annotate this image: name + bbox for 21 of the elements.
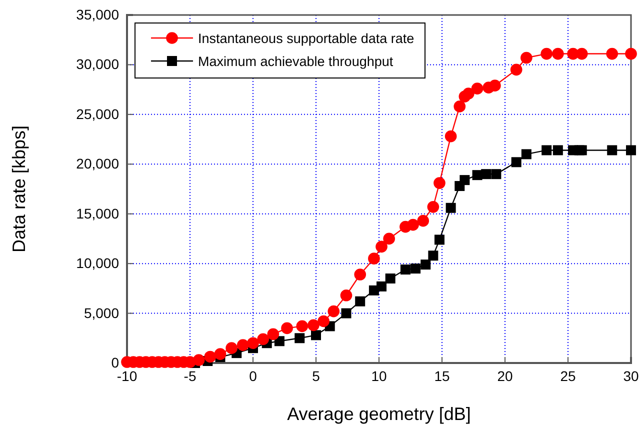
x-tick-label: -5 <box>184 368 196 384</box>
y-tick-label: 15,000 <box>76 205 120 222</box>
y-tick-label: 5,000 <box>84 304 120 321</box>
legend-label: Instantaneous supportable data rate <box>198 31 414 46</box>
x-tick-label: 5 <box>312 368 320 384</box>
x-axis-title: Average geometry [dB] <box>287 404 471 424</box>
y-tick-label: 30,000 <box>76 56 120 72</box>
x-tick-label: 30 <box>623 368 639 384</box>
y-axis-title: Data rate [kbps] <box>9 125 29 253</box>
y-tick-label: 20,000 <box>76 156 120 172</box>
x-tick-label: 10 <box>371 368 387 384</box>
y-tick-label: 0 <box>111 354 120 370</box>
x-tick-label: 25 <box>560 368 576 384</box>
x-tick-label: 15 <box>434 368 450 384</box>
x-tick-label: 20 <box>497 368 513 384</box>
y-tick-label: 35,000 <box>76 6 120 22</box>
y-tick-label: 10,000 <box>76 255 120 272</box>
x-tick-label: 0 <box>249 368 258 384</box>
legend-label: Maximum achievable throughput <box>198 54 394 69</box>
x-tick-label: -10 <box>116 368 138 384</box>
y-tick-label: 25,000 <box>76 106 120 122</box>
